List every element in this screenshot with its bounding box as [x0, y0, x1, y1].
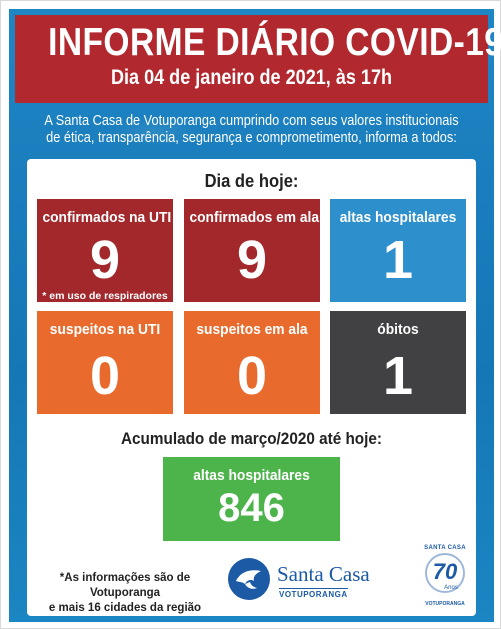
tile-note: * em uso de respiradores: [42, 290, 168, 302]
tile-value: 9: [236, 230, 268, 290]
header-banner: INFORME DIÁRIO COVID-19 Dia 04 de janeir…: [15, 15, 501, 103]
seal-top: SANTA CASA: [424, 545, 466, 551]
seal-word: Anos: [444, 585, 458, 591]
tile-value: 1: [382, 346, 414, 406]
tile-label: altas hospitalares: [339, 209, 457, 226]
intro-line-2: de ética, transparência, segurança e com…: [46, 130, 457, 146]
info-card: Dia de hoje: confirmados na UTI 9 * em u…: [27, 159, 476, 616]
tile-label: confirmados em ala: [189, 209, 320, 226]
accumulated-label: Acumulado de março/2020 até hoje:: [120, 429, 383, 448]
tile-label: suspeitos em ala: [196, 321, 308, 338]
tile-discharges: altas hospitalares 1: [330, 199, 466, 302]
tile-accumulated-discharges: altas hospitalares 846: [163, 457, 340, 541]
brand-sub: VOTUPORANGA: [279, 588, 348, 599]
footnote-line-1: *As informações são de Votuporanga: [59, 572, 191, 599]
tile-label: óbitos: [377, 321, 419, 338]
seventy-years-emblem: 70 Anos: [425, 553, 465, 593]
footnote-line-2: e mais 16 cidades da região: [48, 602, 202, 614]
seal-number: 70: [433, 559, 458, 584]
intro-text: A Santa Casa de Votuporanga cumprindo co…: [15, 113, 488, 147]
santa-casa-logo: Santa Casa VOTUPORANGA: [227, 554, 397, 604]
tile-label: altas hospitalares: [193, 467, 310, 484]
footnote: *As informações são de Votuporanga e mai…: [27, 571, 223, 616]
tile-value: 9: [89, 230, 121, 290]
today-label: Dia de hoje:: [204, 171, 299, 191]
intro-line-1: A Santa Casa de Votuporanga cumprindo co…: [44, 113, 459, 129]
tile-deaths: óbitos 1: [330, 311, 466, 414]
tile-confirmed-icu: confirmados na UTI 9 * em uso de respira…: [37, 199, 173, 302]
dove-icon: [228, 558, 270, 600]
tile-confirmed-ward: confirmados em ala 9: [184, 199, 320, 302]
tile-suspected-ward: suspeitos em ala 0: [184, 311, 320, 414]
page-title: INFORME DIÁRIO COVID-19: [48, 21, 501, 64]
tile-value: 0: [89, 346, 121, 406]
tile-label: suspeitos na UTI: [49, 321, 161, 338]
tile-label: confirmados na UTI: [42, 209, 172, 226]
tile-value: 0: [236, 346, 268, 406]
brand-name: Santa Casa: [277, 562, 370, 586]
tile-value: 1: [382, 230, 414, 290]
tile-suspected-icu: suspeitos na UTI 0: [37, 311, 173, 414]
seventy-years-seal: SANTA CASA 70 Anos VOTUPORANGA: [421, 545, 469, 609]
tile-value: 846: [218, 486, 285, 530]
page-subtitle: Dia 04 de janeiro de 2021, às 17h: [110, 66, 393, 89]
seal-bottom: VOTUPORANGA: [425, 601, 465, 607]
